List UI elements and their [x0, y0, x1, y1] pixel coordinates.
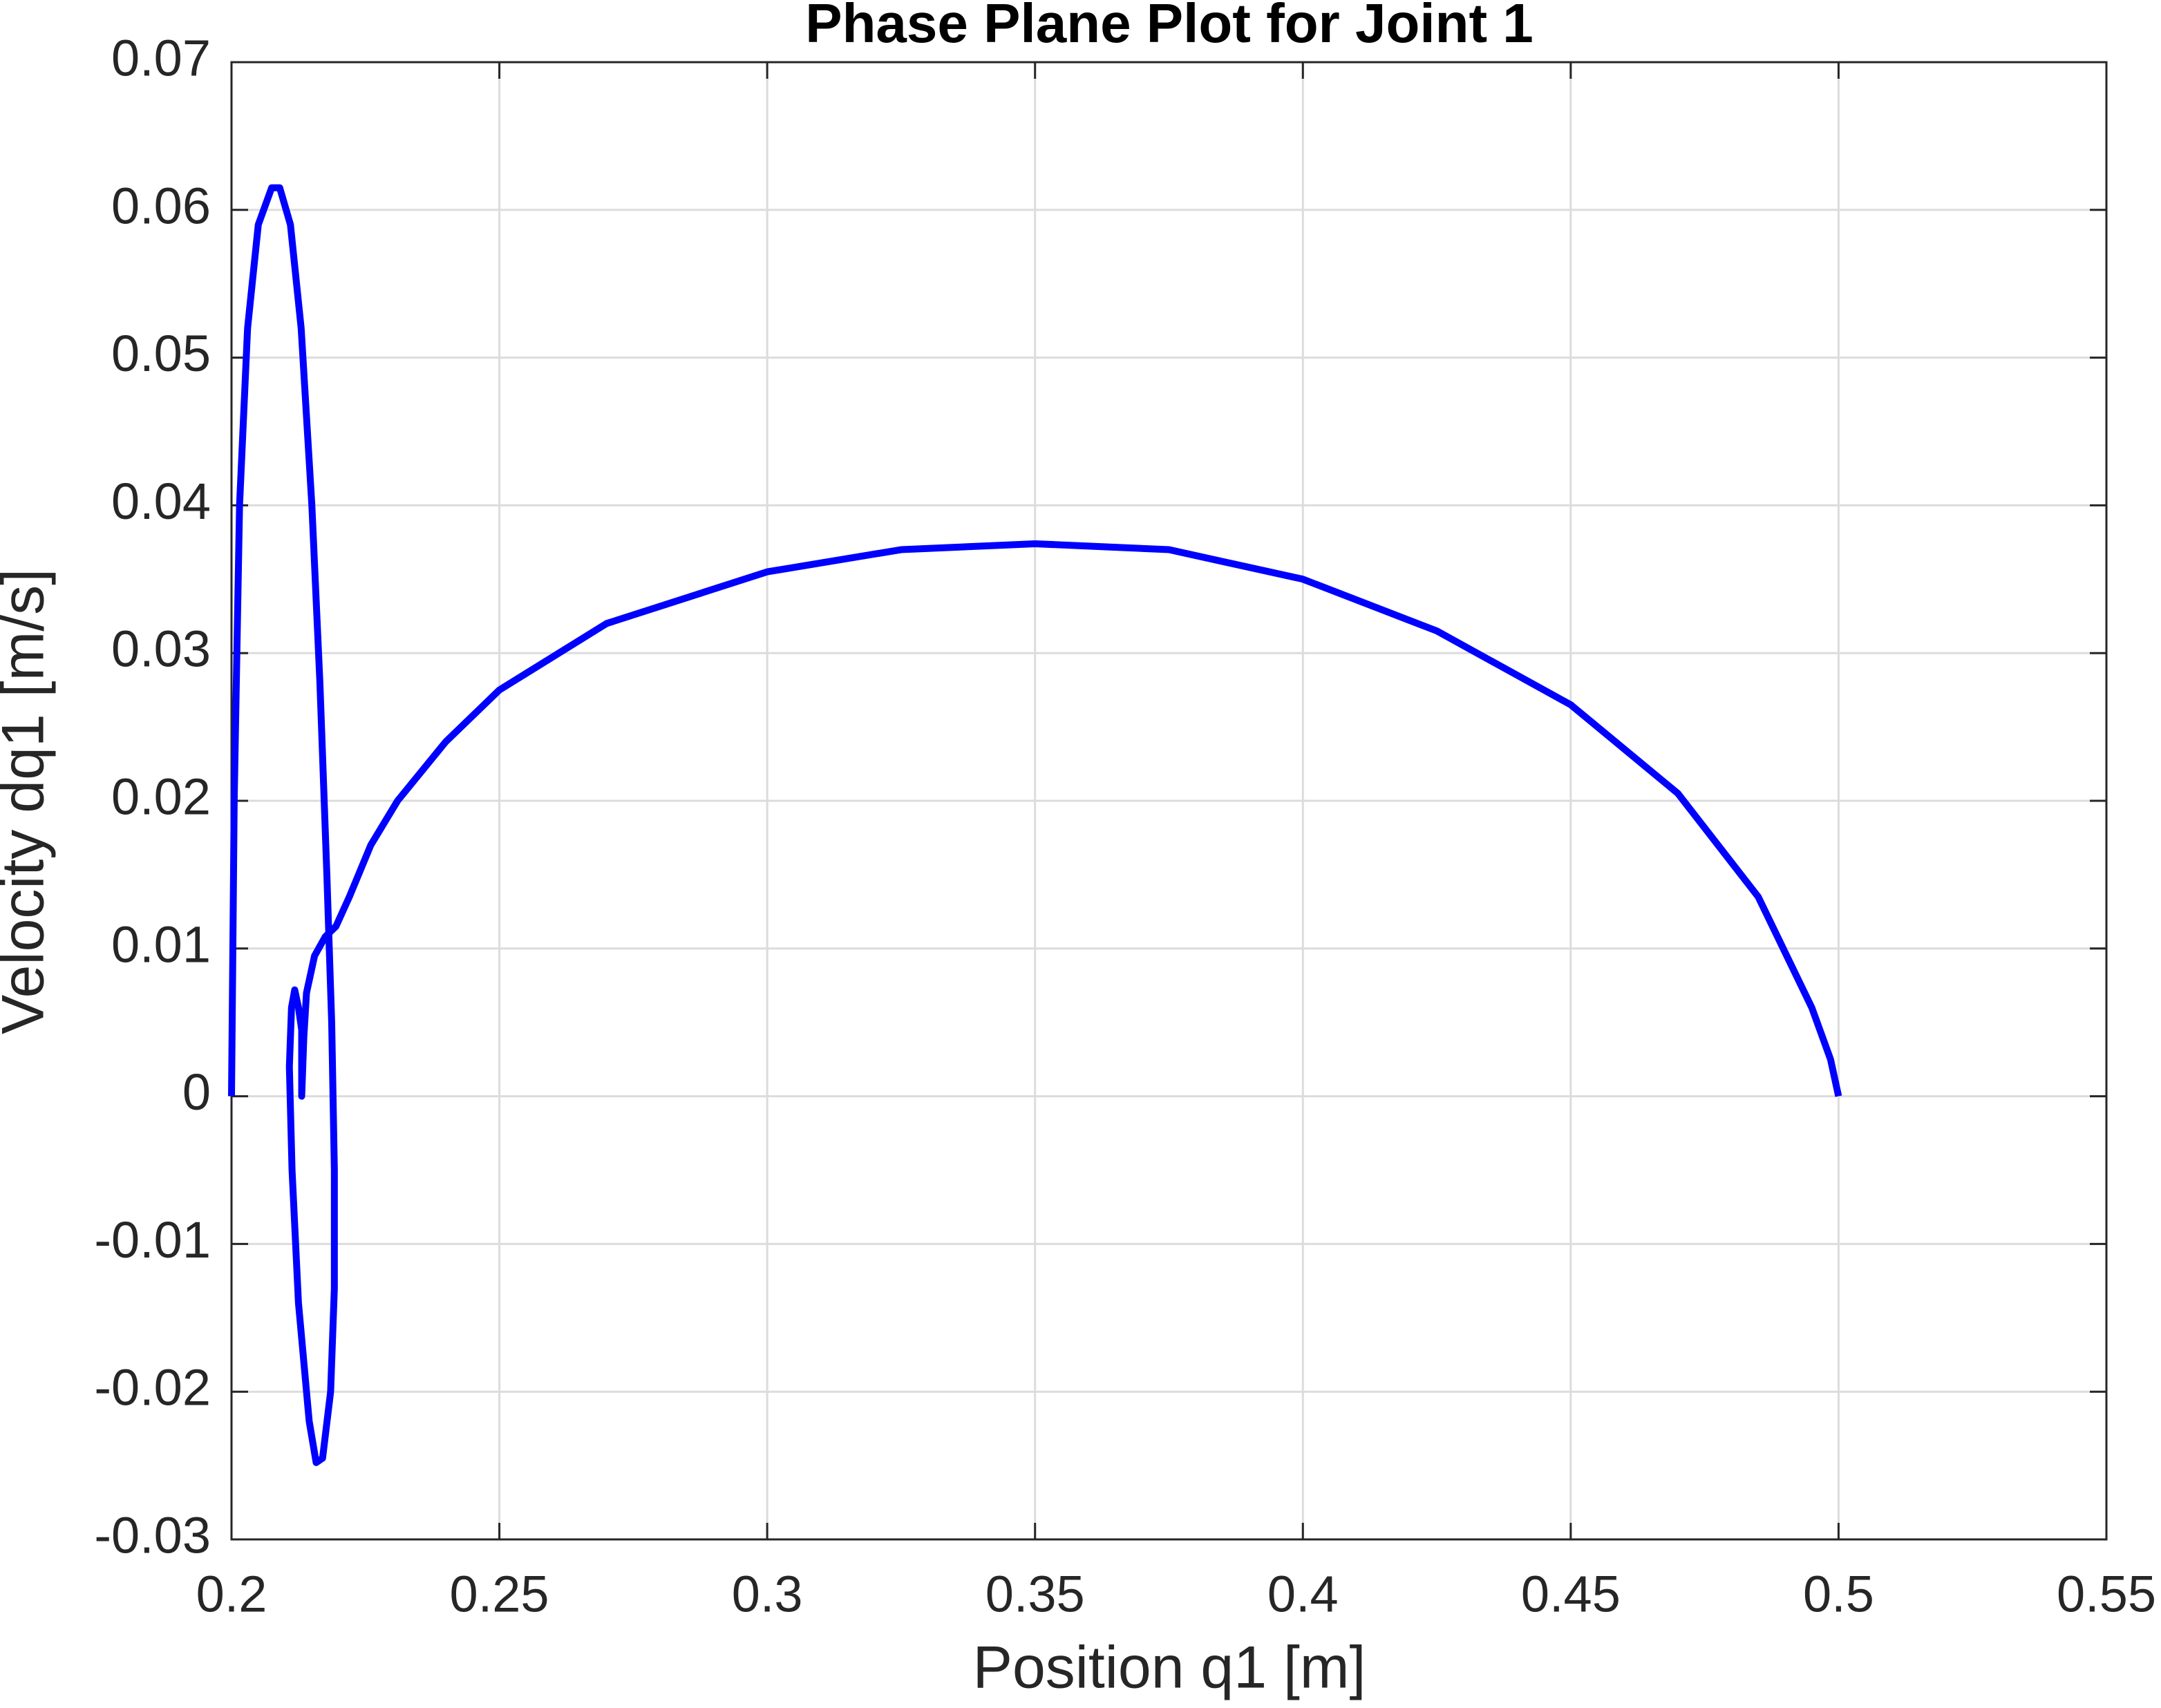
x-tick-label: 0.55 — [2057, 1566, 2156, 1623]
x-axis-label: Position q1 [m] — [973, 1635, 1366, 1701]
x-tick-label: 0.4 — [1267, 1566, 1339, 1623]
y-tick-label: 0.01 — [111, 915, 211, 973]
y-tick-label: 0.04 — [111, 473, 211, 530]
x-tick-label: 0.45 — [1521, 1566, 1621, 1623]
y-tick-label: 0.05 — [111, 325, 211, 382]
x-tick-label: 0.35 — [985, 1566, 1085, 1623]
y-tick-label: -0.02 — [94, 1359, 211, 1416]
y-tick-label: 0.03 — [111, 620, 211, 678]
y-tick-label: 0.02 — [111, 768, 211, 826]
y-tick-label: -0.03 — [94, 1507, 211, 1564]
y-tick-label: 0.06 — [111, 177, 211, 234]
x-tick-label: 0.3 — [732, 1566, 803, 1623]
y-tick-label: 0.07 — [111, 30, 211, 87]
y-tick-label: 0 — [182, 1063, 211, 1121]
y-axis-label: Velocity dq1 [m/s] — [0, 569, 57, 1034]
x-tick-label: 0.2 — [196, 1566, 267, 1623]
chart-title: Phase Plane Plot for Joint 1 — [805, 0, 1534, 54]
data-line — [228, 184, 1842, 1466]
x-tick-label: 0.5 — [1803, 1566, 1874, 1623]
y-tick-label: -0.01 — [94, 1211, 211, 1269]
x-tick-label: 0.25 — [450, 1566, 549, 1623]
